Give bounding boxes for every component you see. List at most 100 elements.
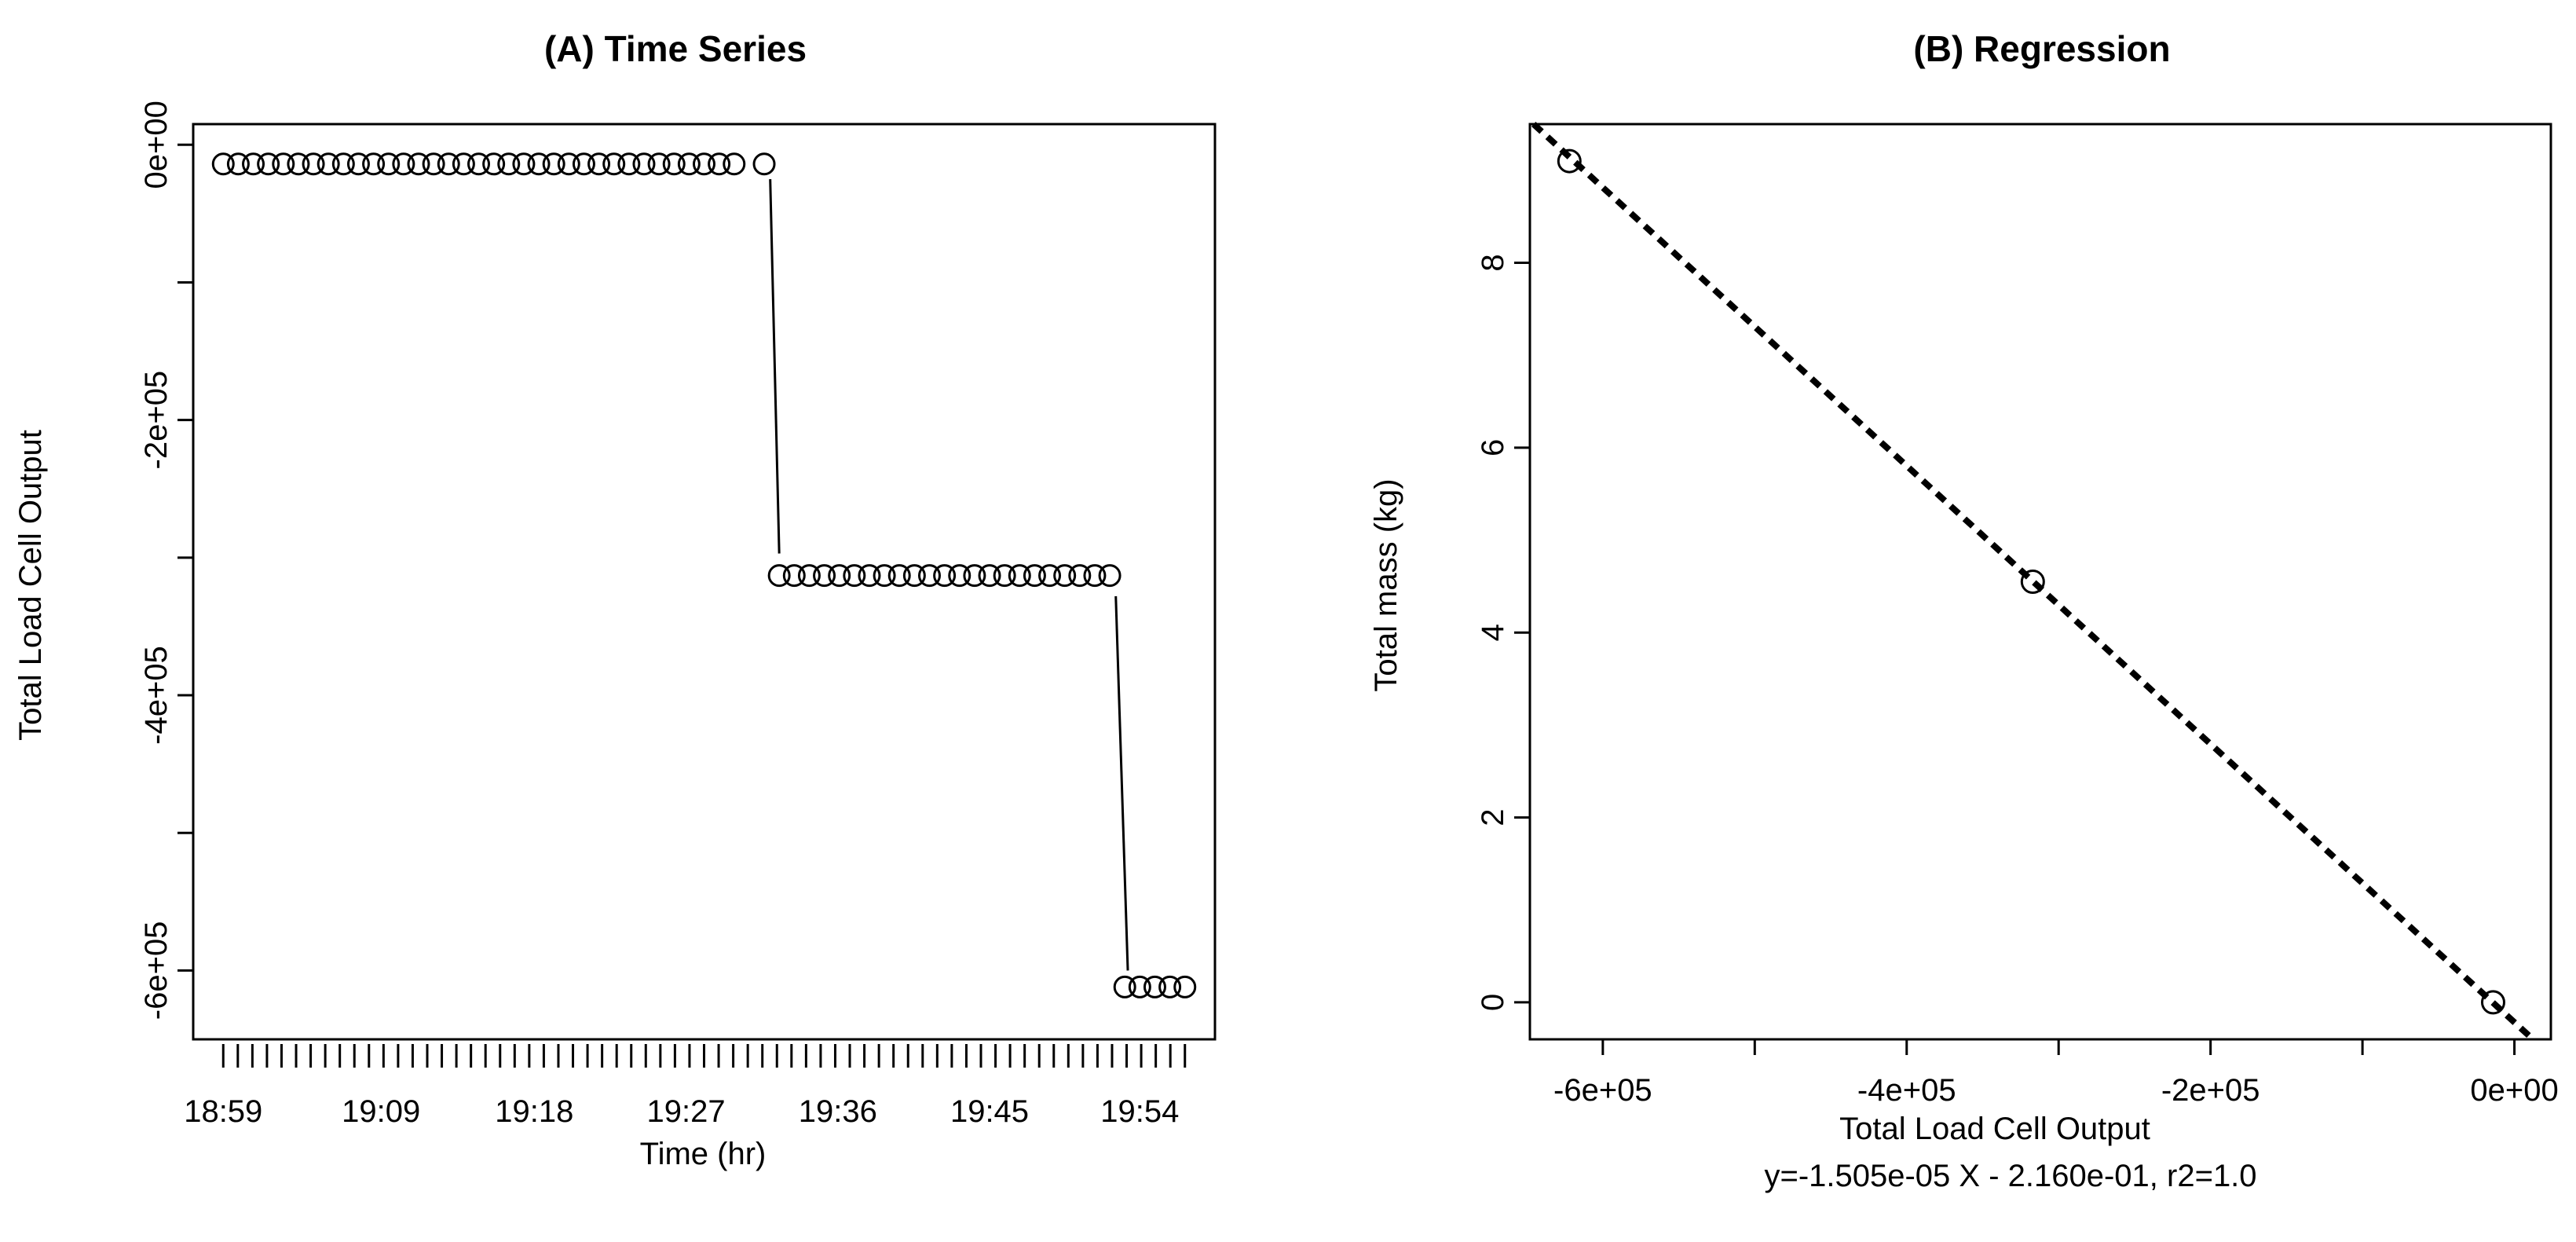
- panel-a-data-point: [1023, 564, 1046, 588]
- panel-a-transition-line: [1114, 595, 1129, 971]
- panel-b-y-tick-label: 2: [1476, 808, 1510, 826]
- panel-b-data-point: [2480, 990, 2505, 1015]
- panel-a-x-tick-label: 19:45: [950, 1094, 1029, 1129]
- panel-a-data-point: [392, 152, 415, 176]
- panel-a-data-point: [211, 152, 235, 176]
- panel-a-data-point: [752, 152, 776, 176]
- panel-a-transition-line: [769, 179, 781, 554]
- panel-b-data-point: [2020, 570, 2045, 594]
- panel-b-y-tick-label: 8: [1476, 254, 1510, 271]
- panel-a-data-point: [978, 564, 1001, 588]
- panel-a-data-point: [1173, 975, 1197, 998]
- panel-a-data-point: [377, 152, 401, 176]
- panel-a-x-tick-label: 18:59: [184, 1094, 262, 1129]
- panel-a-data-point: [933, 564, 957, 588]
- panel-a-data-point: [542, 152, 565, 176]
- panel-b-y-tick-label: 0: [1476, 994, 1510, 1011]
- panel-a-data-point: [617, 152, 641, 176]
- panel-a-data-point: [677, 152, 701, 176]
- panel-a-data-point: [902, 564, 926, 588]
- panel-a-data-point: [1083, 564, 1107, 588]
- panel-a-data-point: [572, 152, 595, 176]
- panel-a-data-point: [317, 152, 340, 176]
- panel-a-data-point: [662, 152, 686, 176]
- panel-a-data-point: [407, 152, 430, 176]
- panel-a-data-point: [226, 152, 250, 176]
- panel-a-x-tick-label: 19:09: [342, 1094, 420, 1129]
- panel-a-data-point: [512, 152, 536, 176]
- panel-a-x-tick-label: 19:18: [495, 1094, 573, 1129]
- panel-b-x-tick-label: -2e+05: [2161, 1073, 2260, 1108]
- panel-a-data-point: [587, 152, 611, 176]
- panel-b-data-point: [1557, 148, 1582, 174]
- panel-b-title: (B) Regression: [1913, 28, 2170, 69]
- panel-a-data-point: [782, 564, 806, 588]
- panel-a-data-point: [422, 152, 445, 176]
- panel-a-data-point: [242, 152, 265, 176]
- panel-a-data-point: [602, 152, 626, 176]
- panel-b-plot-frame: [1528, 123, 2552, 1041]
- panel-a-data-point: [813, 564, 836, 588]
- panel-a-data-point: [828, 564, 851, 588]
- panel-a-data-point: [467, 152, 491, 176]
- panel-a-data-point: [723, 152, 746, 176]
- panel-a-data-point: [858, 564, 881, 588]
- panel-a-marks: 0e+00 -2e+05 -4e+05 -6e+05 18:59 19:09 19:18 19…: [139, 101, 1197, 1129]
- panel-b-x-tick-label: -6e+05: [1553, 1073, 1652, 1108]
- panel-a-data-point: [497, 152, 521, 176]
- panel-a-data-point: [993, 564, 1016, 588]
- panel-a-data-point: [287, 152, 310, 176]
- panel-b-xlabel: Total Load Cell Output: [1839, 1112, 2150, 1146]
- panel-a-data-point: [873, 564, 896, 588]
- panel-a-data-point: [887, 564, 911, 588]
- panel-a-plot-frame: [192, 123, 1217, 1041]
- panel-a-title: (A) Time Series: [544, 28, 807, 69]
- panel-a-data-point: [767, 564, 791, 588]
- panel-a-data-point: [452, 152, 475, 176]
- panel-a-data-point: [917, 564, 941, 588]
- panel-a-data-point: [843, 564, 866, 588]
- panel-a-data-point: [1128, 975, 1151, 998]
- panel-a-data-point: [331, 152, 355, 176]
- panel-a-data-point: [437, 152, 460, 176]
- panel-a-data-point: [632, 152, 656, 176]
- panel-a-data-point: [557, 152, 580, 176]
- panel-a-data-point: [1098, 564, 1122, 588]
- panel-a-data-point: [1008, 564, 1031, 588]
- panel-a-data-point: [1143, 975, 1166, 998]
- panel-a-y-tick-label: -4e+05: [139, 646, 174, 745]
- panel-a-data-point: [272, 152, 295, 176]
- panel-a-y-tick-label: -6e+05: [139, 921, 174, 1020]
- panel-a-data-point: [948, 564, 971, 588]
- panel-a-data-point: [1158, 975, 1182, 998]
- panel-a-x-tick-label: 19:36: [799, 1094, 877, 1129]
- panel-b-x-tick-label: -4e+05: [1857, 1073, 1956, 1108]
- panel-a-data-point: [963, 564, 986, 588]
- panel-a-data-point: [1113, 975, 1136, 998]
- panel-a-data-point: [527, 152, 551, 176]
- panel-b-y-tick-label: 4: [1476, 624, 1510, 641]
- panel-a-data-point: [797, 564, 821, 588]
- panel-a-x-tick-label: 19:27: [646, 1094, 725, 1129]
- panel-a-data-point: [1038, 564, 1062, 588]
- panel-a-ylabel: Total Load Cell Output: [13, 430, 48, 741]
- panel-b-y-tick-label: 6: [1476, 439, 1510, 456]
- panel-a-data-point: [647, 152, 671, 176]
- panel-b-ylabel: Total mass (kg): [1369, 478, 1403, 691]
- panel-b-marks: 0 2 4 6 8 -6e+05 -4e+05 -2e+05 0e+00: [1476, 122, 2559, 1108]
- panel-a-y-tick-label: 0e+00: [139, 101, 174, 189]
- panel-a-data-point: [1068, 564, 1092, 588]
- panel-a-data-point: [693, 152, 715, 176]
- panel-b-regression-line: [1531, 122, 2535, 1042]
- panel-a-xlabel: Time (hr): [640, 1137, 767, 1171]
- panel-a-data-point: [257, 152, 280, 176]
- panel-b-subtitle: y=-1.505e-05 X - 2.160e-01, r2=1.0: [1764, 1159, 2256, 1193]
- panel-a-data-point: [302, 152, 325, 176]
- panel-b-x-tick-label: 0e+00: [2470, 1073, 2558, 1108]
- panel-a-data-point: [482, 152, 506, 176]
- panel-a-data-point: [362, 152, 386, 176]
- panel-a-data-point: [1053, 564, 1077, 588]
- panel-a-data-point: [346, 152, 370, 176]
- panel-a-x-tick-label: 19:54: [1100, 1094, 1179, 1129]
